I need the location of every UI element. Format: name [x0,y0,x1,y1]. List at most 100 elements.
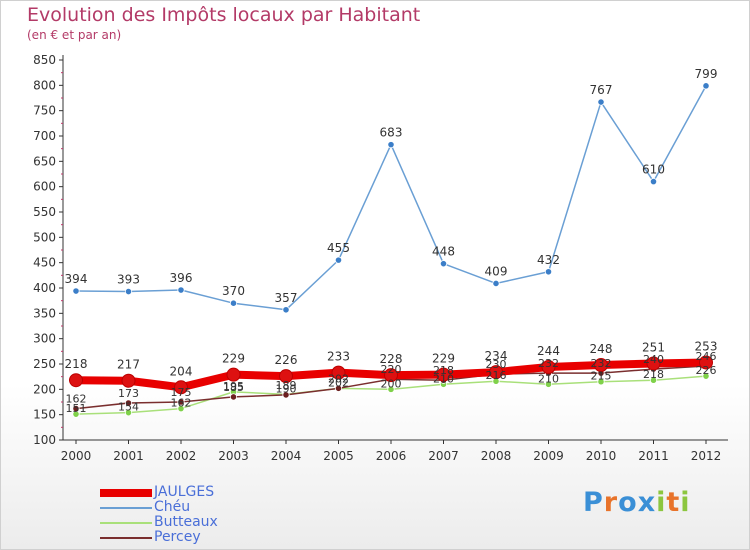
data-point [124,287,133,296]
data-point [439,260,448,268]
data-point [702,82,710,90]
x-tick-label: 2007 [428,449,459,463]
data-label: 234 [485,349,508,363]
logo-letter: x [637,487,657,518]
data-label: 683 [380,126,403,140]
logo-letter: r [603,487,619,518]
data-label: 162 [171,397,192,410]
data-label: 175 [171,386,192,399]
data-point [72,404,80,413]
data-label: 154 [118,401,139,414]
data-label: 610 [642,163,665,177]
data-point [229,393,238,401]
data-label: 246 [696,350,717,363]
data-label: 357 [275,291,298,305]
legend-label: Percey [154,529,201,545]
y-tick-label: 850 [33,53,56,67]
legend-label: Butteaux [154,514,218,530]
x-tick-label: 2003 [218,449,249,463]
legend-item-percey: Percey [100,529,300,545]
data-point [226,367,241,382]
y-tick-label: 700 [33,129,56,143]
legend-item-jaulges: JAULGES [100,484,300,500]
data-point [699,355,713,370]
data-label: 202 [328,372,349,385]
data-label: 220 [381,363,402,376]
data-point [229,299,238,307]
data-label: 217 [117,358,140,372]
data-point [124,409,133,417]
data-label: 229 [432,352,455,366]
x-tick-label: 2000 [61,449,92,463]
y-tick-label: 600 [33,180,56,194]
data-label: 393 [117,273,140,287]
x-tick-label: 2012 [691,449,722,463]
data-point [544,380,553,388]
legend-swatch [100,507,152,509]
data-point [649,376,658,384]
data-label: 432 [537,253,560,267]
data-label: 216 [486,369,507,382]
x-tick-label: 2010 [586,449,617,463]
data-point [489,365,503,380]
data-label: 767 [590,83,613,97]
data-label: 226 [275,353,298,367]
chart-subtitle: (en € et par an) [27,28,122,42]
data-label: 195 [223,380,244,393]
data-point [646,356,661,371]
legend-item-chéu: Chéu [100,499,300,515]
data-point [387,385,395,393]
data-label: 230 [486,358,507,371]
data-point [177,398,185,406]
y-tick-label: 200 [33,382,56,396]
data-point [436,367,451,382]
data-point [702,372,710,380]
data-point [69,373,83,388]
x-tick-label: 2001 [113,449,144,463]
data-label: 210 [433,372,454,385]
data-label: 200 [381,377,402,390]
logo-letter: t [666,487,681,518]
data-point [384,368,398,383]
data-point [597,378,605,386]
data-label: 189 [276,379,297,392]
data-point [72,287,80,295]
data-point [282,391,290,399]
data-point [177,286,185,294]
legend-swatch [100,522,152,524]
data-label: 370 [222,284,245,298]
x-tick-label: 2002 [166,449,197,463]
legend-label: JAULGES [154,484,215,500]
x-tick-label: 2006 [376,449,407,463]
data-label: 151 [66,402,87,415]
data-label: 248 [590,342,613,356]
logo-letter: P [583,487,604,518]
y-tick-label: 800 [33,78,56,92]
data-label: 173 [118,387,139,400]
chart-title: Evolution des Impôts locaux par Habitant [27,4,421,26]
data-label: 394 [65,272,88,286]
data-point [174,380,188,395]
data-label: 210 [538,372,559,385]
x-tick-label: 2008 [481,449,512,463]
data-label: 448 [432,245,455,259]
data-label: 799 [695,67,718,81]
data-label: 240 [643,353,664,366]
data-label: 185 [223,381,244,394]
data-label: 396 [170,271,193,285]
y-tick-label: 250 [33,357,56,371]
y-tick-label: 150 [33,408,56,422]
data-point [282,306,290,314]
data-label: 226 [696,364,717,377]
data-point [124,399,133,407]
data-point [544,268,553,276]
y-tick-label: 300 [33,332,56,346]
y-tick-label: 750 [33,104,56,118]
data-label: 409 [485,264,508,278]
x-tick-label: 2011 [638,449,669,463]
x-tick-label: 2005 [323,449,354,463]
logo-letter: i [680,487,691,518]
data-label: 218 [65,357,88,371]
data-label: 251 [642,340,665,354]
